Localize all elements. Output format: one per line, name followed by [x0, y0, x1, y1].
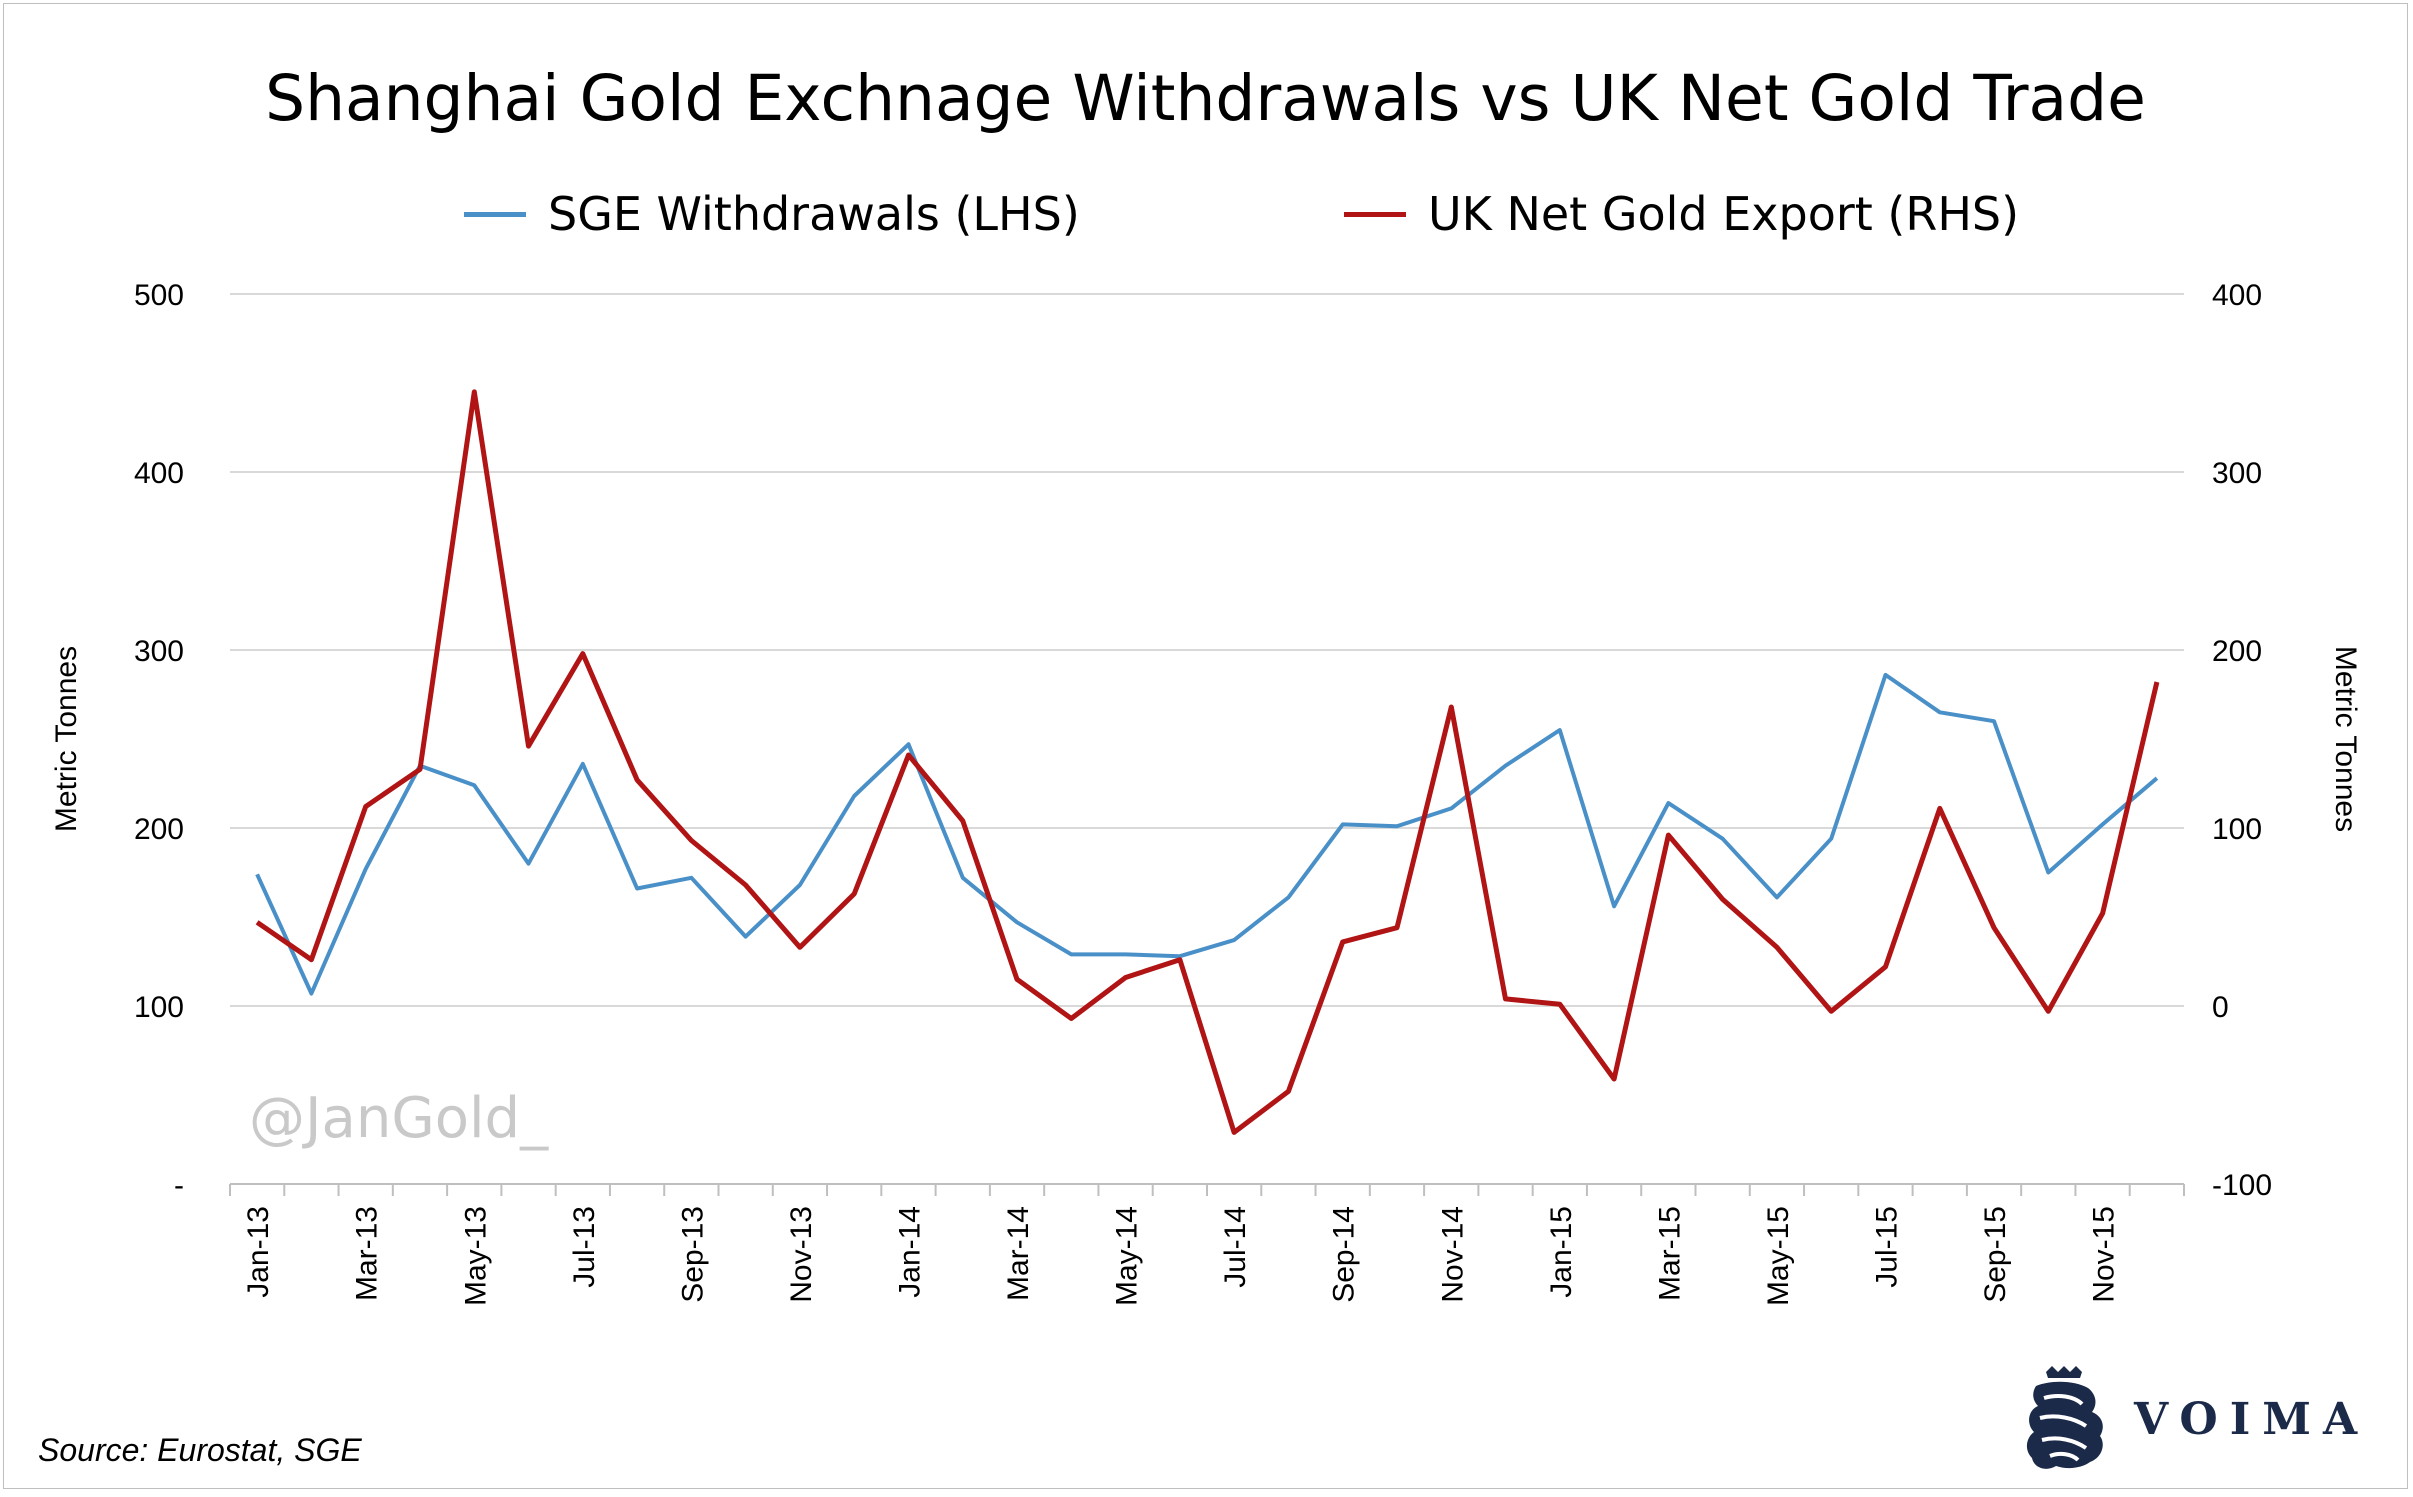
- x-tick-label: Mar-15: [1653, 1206, 1686, 1301]
- y-right-tick-label: 0: [2212, 991, 2229, 1024]
- x-tick-label: Jul-13: [568, 1206, 601, 1288]
- series-line-sge: [255, 672, 2159, 996]
- y-left-tick-label: 200: [134, 813, 184, 846]
- x-tick-label: Jan-15: [1545, 1206, 1578, 1298]
- y-left-tick-label: 400: [134, 457, 184, 490]
- legend-label-sge: SGE Withdrawals (LHS): [548, 187, 1080, 241]
- y-right-tick-label: 200: [2212, 635, 2262, 668]
- x-tick-label: Sep-15: [1979, 1206, 2012, 1303]
- x-tick-label: May-14: [1111, 1206, 1144, 1306]
- x-tick-label: Sep-14: [1328, 1206, 1361, 1303]
- y-left-axis-title: Metric Tonnes: [50, 646, 83, 832]
- legend-label-uk: UK Net Gold Export (RHS): [1428, 187, 2020, 241]
- y-left-tick-label: 100: [134, 991, 184, 1024]
- voima-logo: VOIMA: [2016, 1364, 2386, 1474]
- legend-entry-sge: SGE Withdrawals (LHS): [464, 187, 1080, 241]
- y-right-tick-label: 300: [2212, 457, 2262, 490]
- x-tick-label: Jan-13: [242, 1206, 275, 1298]
- x-tick-label: May-13: [459, 1206, 492, 1306]
- y-right-tick-label: 100: [2212, 813, 2262, 846]
- y-right-tick-label: 400: [2212, 279, 2262, 312]
- y-left-tick-label: 500: [134, 279, 184, 312]
- x-tick-label: Nov-13: [785, 1206, 818, 1303]
- series-line-uk: [255, 389, 2160, 1135]
- y-right-tick-label: -100: [2212, 1169, 2272, 1202]
- x-tick-label: Mar-13: [351, 1206, 384, 1301]
- x-tick-label: Jul-15: [1870, 1206, 1903, 1288]
- chart-frame: Shanghai Gold Exchnage Withdrawals vs UK…: [3, 3, 2408, 1489]
- chart-title: Shanghai Gold Exchnage Withdrawals vs UK…: [265, 62, 2146, 135]
- x-tick-label: Nov-15: [2088, 1206, 2121, 1303]
- x-tick-label: Nov-14: [1436, 1206, 1469, 1303]
- x-tick-label: Jan-14: [893, 1206, 926, 1298]
- x-tick-label: Jul-14: [1219, 1206, 1252, 1288]
- x-tick-label: Mar-14: [1002, 1206, 1035, 1301]
- source-note: Source: Eurostat, SGE: [38, 1432, 362, 1468]
- y-right-axis-title: Metric Tonnes: [2329, 646, 2362, 832]
- lion-crest-icon: [2026, 1366, 2103, 1469]
- x-tick-label: May-15: [1762, 1206, 1795, 1306]
- y-left-tick-label: -: [174, 1169, 184, 1202]
- x-tick-label: Sep-13: [676, 1206, 709, 1303]
- logo-text: VOIMA: [2134, 1394, 2370, 1445]
- y-left-tick-label: 300: [134, 635, 184, 668]
- watermark: @JanGold_: [249, 1086, 549, 1151]
- legend-swatch-uk: [1344, 211, 1406, 217]
- legend-swatch-sge: [464, 211, 526, 217]
- legend: SGE Withdrawals (LHS) UK Net Gold Export…: [4, 187, 2407, 257]
- legend-entry-uk: UK Net Gold Export (RHS): [1344, 187, 2019, 241]
